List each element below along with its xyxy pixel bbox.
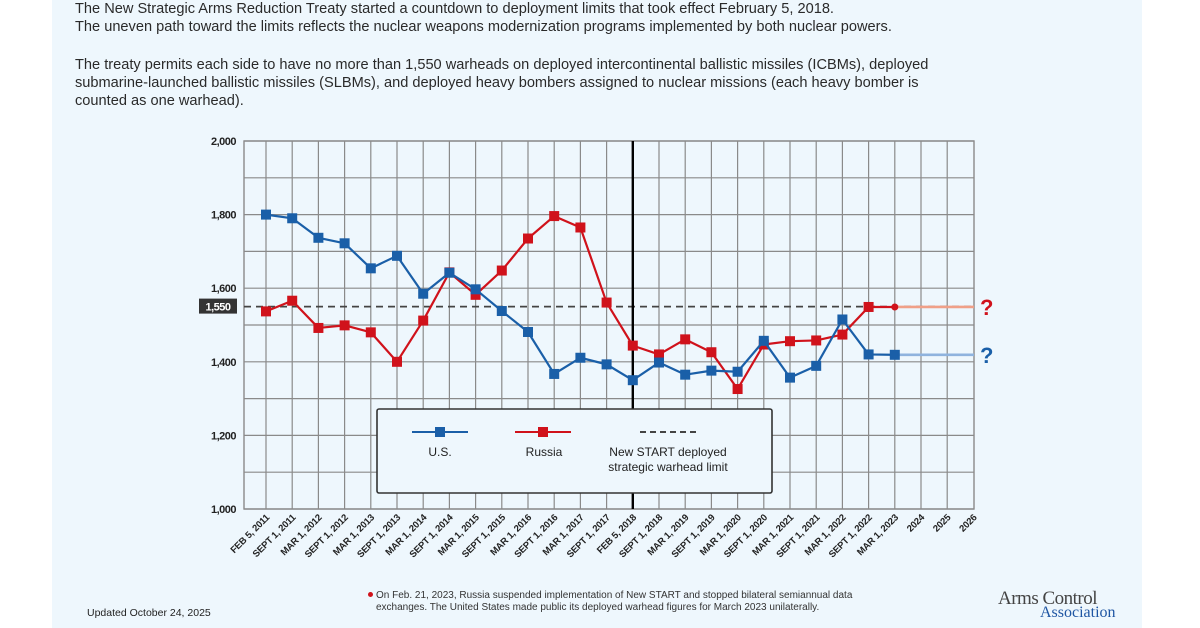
updated-date: Updated October 24, 2025 bbox=[87, 607, 211, 619]
u-s-point bbox=[444, 267, 455, 278]
russia-point bbox=[365, 327, 376, 338]
russia-point bbox=[785, 336, 795, 347]
legend-box bbox=[376, 408, 773, 494]
russia-point bbox=[287, 295, 298, 306]
u-s-point bbox=[785, 372, 795, 383]
u-s-point bbox=[627, 375, 638, 386]
x-tick-label: 2024 bbox=[905, 512, 928, 535]
background-panel bbox=[52, 0, 1142, 628]
russia-point bbox=[496, 265, 507, 276]
arms-control-association-logo[interactable]: Arms Control Association bbox=[998, 588, 1116, 621]
russia-estimated-point bbox=[891, 303, 899, 311]
u-s-point bbox=[549, 368, 560, 379]
russia-point bbox=[654, 349, 664, 360]
x-tick-label: 2026 bbox=[957, 512, 979, 534]
russia-point bbox=[706, 347, 717, 358]
u-s-point bbox=[706, 365, 717, 376]
russia-point bbox=[811, 335, 822, 346]
u-s-point bbox=[470, 284, 481, 295]
legend-limit-label-line2: strategic warhead limit bbox=[608, 460, 728, 474]
russia-point bbox=[549, 211, 560, 222]
u-s-point bbox=[287, 213, 298, 224]
u-s-point bbox=[523, 326, 533, 337]
russia-point bbox=[601, 297, 612, 308]
u-s-point bbox=[496, 306, 507, 317]
series-group: ?? bbox=[261, 209, 993, 395]
russia-point bbox=[339, 320, 350, 331]
russia-point bbox=[680, 334, 691, 345]
u-s-point bbox=[680, 369, 691, 380]
legend-russia-label: Russia bbox=[526, 445, 563, 459]
u-s-point bbox=[575, 352, 586, 363]
u-s-point bbox=[261, 209, 271, 220]
u-s-point bbox=[313, 232, 324, 243]
russia-point bbox=[261, 306, 271, 317]
y-tick-label: 1,000 bbox=[211, 504, 236, 516]
russia-point bbox=[470, 289, 481, 300]
russia-point bbox=[313, 322, 324, 333]
u-s-question-mark: ? bbox=[980, 343, 993, 368]
u-s-point bbox=[339, 238, 350, 249]
y-axis: 1,000 1,200 1,400 1,600 1,800 2,000 bbox=[211, 136, 237, 516]
intro-text: counted as one warhead). bbox=[75, 93, 244, 109]
russia-question-mark: ? bbox=[980, 295, 993, 320]
legend-us-marker bbox=[435, 427, 445, 437]
russia-point bbox=[863, 301, 874, 312]
intro-text: The New Strategic Arms Reduction Treaty … bbox=[75, 1, 834, 17]
intro-text: The uneven path toward the limits reflec… bbox=[75, 19, 892, 35]
u-s-point bbox=[365, 263, 376, 274]
plot-border bbox=[243, 140, 975, 510]
logo-line-2: Association bbox=[1040, 604, 1116, 621]
y-tick-label: 2,000 bbox=[211, 136, 236, 148]
legend: U.S. Russia New START deployed strategic… bbox=[376, 408, 773, 494]
russia-point bbox=[392, 356, 402, 367]
intro-paragraph-1: The New Strategic Arms Reduction Treaty … bbox=[75, 0, 1135, 36]
logo-line-1: Arms Control bbox=[998, 588, 1098, 609]
limit-label-box bbox=[199, 298, 237, 314]
russia-point bbox=[627, 340, 638, 351]
intro-text: The treaty permits each side to have no … bbox=[75, 57, 929, 73]
y-tick-label: 1,400 bbox=[211, 357, 236, 369]
russia-point bbox=[575, 222, 586, 233]
russia-point bbox=[837, 329, 848, 340]
footnote-text: exchanges. The United States made public… bbox=[376, 602, 820, 613]
u-s-point bbox=[758, 335, 769, 346]
legend-us-label: U.S. bbox=[428, 445, 451, 459]
intro-text: submarine-launched ballistic missiles (S… bbox=[75, 75, 919, 91]
russia-point bbox=[732, 384, 743, 395]
legend-russia-marker bbox=[538, 427, 548, 437]
intro-paragraph-2: The treaty permits each side to have no … bbox=[75, 56, 1135, 110]
u-s-point bbox=[732, 366, 743, 377]
x-tick-label: 2025 bbox=[931, 512, 954, 535]
y-tick-label: 1,200 bbox=[211, 430, 236, 442]
limit-label: 1,550 bbox=[205, 302, 230, 314]
russia-point bbox=[523, 233, 533, 244]
footnote-text: On Feb. 21, 2023, Russia suspended imple… bbox=[376, 590, 853, 601]
u-s-point bbox=[654, 357, 664, 368]
u-s-point bbox=[889, 349, 900, 360]
u-s-point bbox=[418, 288, 429, 299]
u-s-point bbox=[811, 360, 822, 371]
y-tick-label: 1,600 bbox=[211, 283, 236, 295]
u-s-point bbox=[837, 314, 848, 325]
footnote: On Feb. 21, 2023, Russia suspended imple… bbox=[368, 590, 928, 614]
red-dot-icon bbox=[368, 592, 373, 597]
legend-limit-label-line1: New START deployed bbox=[609, 445, 726, 459]
y-tick-label: 1,800 bbox=[211, 210, 236, 222]
russia-point bbox=[418, 315, 429, 326]
u-s-point bbox=[601, 359, 612, 370]
u-s-point bbox=[392, 250, 402, 261]
u-s-point bbox=[863, 349, 874, 360]
